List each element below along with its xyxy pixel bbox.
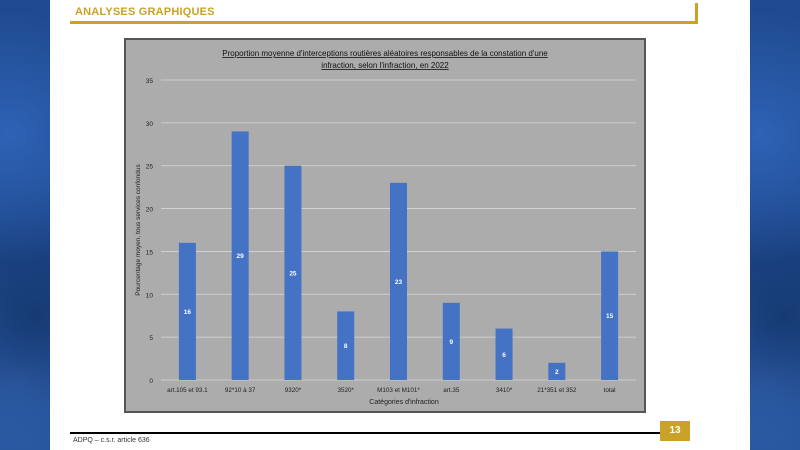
bar-8 bbox=[548, 362, 566, 380]
y-tick-label: 20 bbox=[146, 207, 154, 214]
x-tick-label: 21*351 et 352 bbox=[537, 387, 577, 394]
bar-value-label: 23 bbox=[395, 279, 403, 286]
right-blue-background bbox=[750, 0, 800, 450]
y-tick-label: 30 bbox=[146, 121, 154, 128]
y-tick-label: 15 bbox=[146, 249, 154, 256]
bar-5 bbox=[390, 182, 407, 380]
bar-value-label: 15 bbox=[606, 313, 614, 320]
chart-frame: 0 5 10 15 20 25 30 35 16 art.105 et 93.1 29 92*10 à… bbox=[124, 38, 646, 413]
x-tick-label: 3410* bbox=[496, 387, 513, 394]
x-tick-label: 92*10 à 37 bbox=[225, 387, 256, 394]
y-tick-label: 0 bbox=[149, 378, 153, 385]
bar-value-label: 2 bbox=[555, 369, 559, 376]
chart-title-line2: infraction, selon l'infraction, en 2022 bbox=[321, 61, 449, 70]
bar-value-label: 16 bbox=[184, 309, 192, 316]
bar-value-label: 6 bbox=[502, 352, 506, 359]
footer-rule bbox=[70, 432, 690, 434]
header-title: ANALYSES GRAPHIQUES bbox=[75, 6, 215, 18]
left-blue-background bbox=[0, 0, 50, 450]
bar-6 bbox=[442, 302, 460, 380]
bar-7 bbox=[495, 328, 513, 380]
y-tick-label: 25 bbox=[146, 164, 154, 171]
bar-value-label: 9 bbox=[449, 339, 453, 346]
y-tick-label: 10 bbox=[146, 292, 154, 299]
header-underline bbox=[70, 21, 696, 24]
x-tick-label: 9320* bbox=[285, 387, 302, 394]
chart-title-line1: Proportion moyenne d'interceptions routi… bbox=[222, 49, 548, 58]
bar-value-label: 8 bbox=[344, 343, 348, 350]
bar-value-label: 29 bbox=[237, 253, 245, 260]
y-axis-label: Pourcentage moyen, tous services confond… bbox=[135, 163, 142, 295]
page-number-badge: 13 bbox=[660, 421, 690, 441]
bar-4 bbox=[337, 311, 355, 380]
x-tick-label: art.35 bbox=[443, 387, 460, 394]
x-axis-label: Catégories d'infraction bbox=[369, 399, 439, 406]
y-tick-label: 5 bbox=[149, 335, 153, 342]
y-tick-label: 35 bbox=[146, 78, 154, 85]
x-tick-label: 3520* bbox=[337, 387, 354, 394]
slide: ANALYSES GRAPHIQUES 0 5 10 15 20 25 30 35 16 art.… bbox=[50, 0, 750, 450]
bar-9 bbox=[601, 251, 619, 380]
x-tick-label: M103 et M101* bbox=[377, 387, 420, 394]
x-tick-label: total bbox=[604, 387, 616, 394]
bar-value-label: 25 bbox=[289, 270, 297, 277]
bar-1 bbox=[178, 242, 196, 380]
bar-3 bbox=[284, 165, 302, 380]
footer-text: ADPQ – c.s.r. article 636 bbox=[73, 437, 150, 444]
header-corner-tick bbox=[695, 3, 698, 24]
x-tick-label: art.105 et 93.1 bbox=[167, 387, 208, 394]
bar-2 bbox=[231, 131, 249, 380]
